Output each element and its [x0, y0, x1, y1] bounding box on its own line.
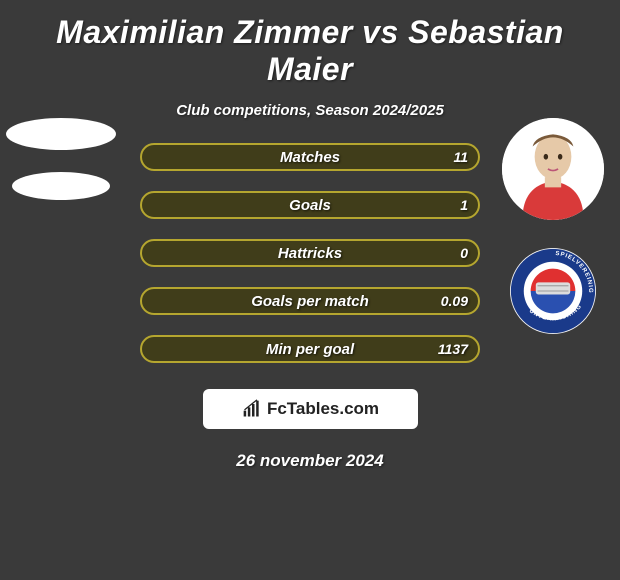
right-avatars: SPIELVEREINIGUNG UNTERHACHING [502, 118, 604, 334]
stat-row: Goals1 [140, 191, 480, 219]
club-right-badge: SPIELVEREINIGUNG UNTERHACHING [510, 248, 596, 334]
page-title: Maximilian Zimmer vs Sebastian Maier [0, 8, 620, 92]
left-avatars [6, 118, 116, 200]
stat-label: Goals per match [142, 293, 478, 310]
stat-label: Hattricks [142, 245, 478, 262]
stat-label: Matches [142, 149, 478, 166]
player-left-avatar [6, 118, 116, 150]
stat-row: Goals per match0.09 [140, 287, 480, 315]
stat-value-right: 0 [460, 245, 468, 261]
stat-label: Min per goal [142, 341, 478, 358]
date-label: 26 november 2024 [0, 451, 620, 471]
subtitle: Club competitions, Season 2024/2025 [0, 102, 620, 119]
stat-value-right: 0.09 [441, 293, 468, 309]
stat-value-right: 1 [460, 197, 468, 213]
club-left-badge [12, 172, 110, 200]
brand-text: FcTables.com [267, 399, 379, 419]
stat-value-right: 1137 [438, 341, 468, 357]
stat-row: Hattricks0 [140, 239, 480, 267]
stat-label: Goals [142, 197, 478, 214]
player-right-avatar [502, 118, 604, 220]
comparison-card: Maximilian Zimmer vs Sebastian Maier Clu… [0, 0, 620, 471]
chart-icon [241, 399, 263, 419]
stat-value-right: 11 [453, 149, 468, 165]
stat-row: Min per goal1137 [140, 335, 480, 363]
stat-row: Matches11 [140, 143, 480, 171]
brand-badge[interactable]: FcTables.com [203, 389, 418, 429]
